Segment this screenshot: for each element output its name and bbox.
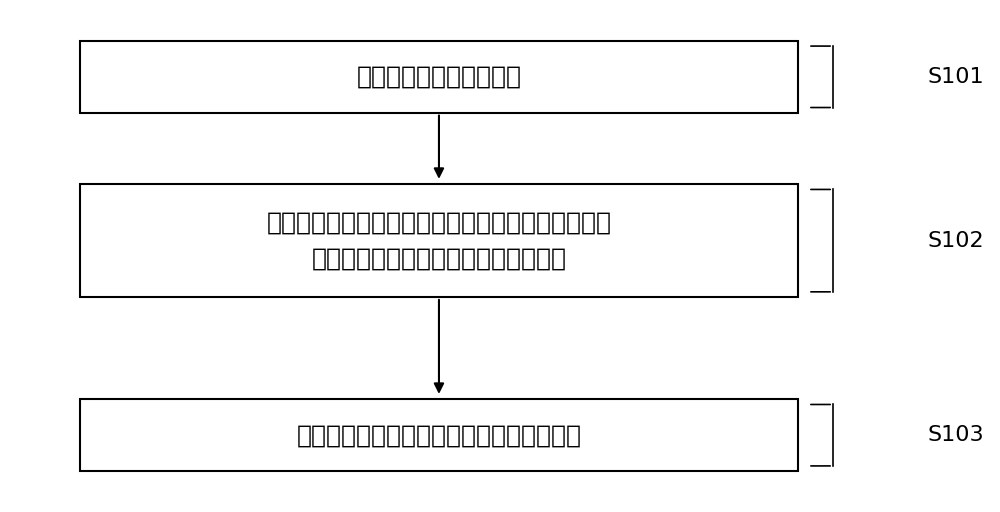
FancyBboxPatch shape — [80, 399, 798, 471]
FancyBboxPatch shape — [80, 41, 798, 113]
Text: 获得红枣的偏振光谱图像: 获得红枣的偏振光谱图像 — [356, 65, 521, 89]
Text: S102: S102 — [928, 230, 984, 251]
Text: 从增强后的偏振光谱图像中识别出目标红枣: 从增强后的偏振光谱图像中识别出目标红枣 — [296, 423, 581, 447]
Text: S103: S103 — [928, 425, 984, 445]
FancyBboxPatch shape — [80, 184, 798, 297]
Text: 基于偏振光谱图像中的各像素点的空间频率的大小，
对偏振光谱图像中的目标红枣进行增强: 基于偏振光谱图像中的各像素点的空间频率的大小， 对偏振光谱图像中的目标红枣进行增… — [266, 211, 611, 270]
Text: S101: S101 — [928, 67, 984, 87]
